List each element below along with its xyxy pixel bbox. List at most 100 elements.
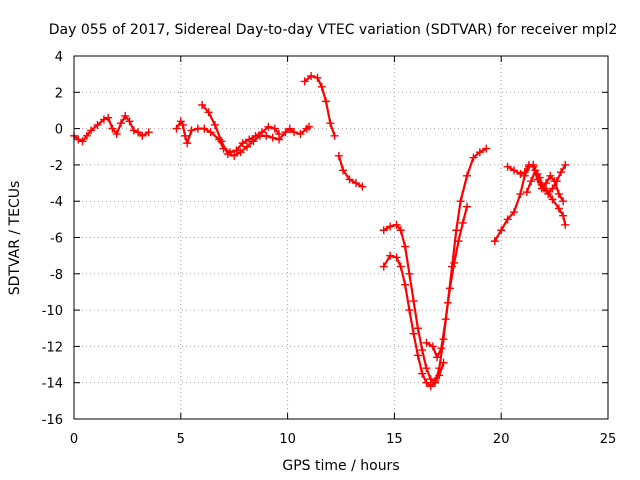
data-point — [450, 258, 459, 267]
data-point — [524, 160, 533, 169]
data-point — [401, 242, 410, 251]
data-point — [552, 177, 561, 186]
data-point — [392, 220, 401, 229]
data-point — [245, 135, 254, 144]
data-point — [93, 120, 102, 129]
data-point — [554, 204, 563, 213]
data-point — [497, 226, 506, 235]
data-point — [510, 208, 519, 217]
data-point — [458, 218, 467, 227]
data-point — [559, 211, 568, 220]
series-arc-6 — [379, 220, 448, 385]
data-point — [490, 237, 499, 246]
series-line — [201, 103, 311, 157]
data-point — [539, 184, 548, 193]
data-point — [546, 171, 555, 180]
chart-title: Day 055 of 2017, Sidereal Day-to-day VTE… — [49, 22, 618, 38]
data-point — [223, 150, 232, 159]
data-point — [108, 124, 117, 133]
data-point — [426, 375, 435, 384]
data-point — [433, 353, 442, 362]
data-point — [243, 142, 252, 151]
data-point — [426, 382, 435, 391]
y-tick-label: -8 — [50, 268, 63, 283]
axis-ticks — [73, 55, 609, 420]
series-arc-4 — [300, 71, 339, 140]
data-point — [178, 120, 187, 129]
data-point — [430, 378, 439, 387]
data-point — [401, 280, 410, 289]
data-point — [522, 188, 531, 197]
data-point — [236, 148, 245, 157]
data-point — [210, 120, 219, 129]
data-point — [396, 226, 405, 235]
data-point — [264, 122, 273, 131]
data-point — [198, 101, 207, 110]
data-point — [217, 137, 226, 146]
data-point — [520, 168, 529, 177]
data-point — [516, 189, 525, 198]
data-point — [181, 131, 190, 140]
data-point — [290, 128, 299, 137]
data-point — [409, 297, 418, 306]
data-point — [99, 115, 108, 124]
data-point — [230, 151, 239, 160]
data-point — [516, 169, 525, 178]
data-point — [561, 160, 570, 169]
data-point — [535, 173, 544, 182]
x-axis-label: GPS time / hours — [282, 458, 399, 474]
data-point — [405, 306, 414, 315]
data-point — [262, 131, 271, 140]
data-point — [200, 124, 209, 133]
tick-labels: 0 5 10 15 20 25 -16 -14 -12 -10 -8 -6 -4 -2 0 2 4 — [42, 50, 617, 447]
data-point — [409, 329, 418, 338]
data-point — [121, 111, 130, 120]
data-point — [249, 137, 258, 146]
y-tick-label: 0 — [55, 123, 63, 138]
data-point — [445, 284, 454, 293]
x-tick-label: 20 — [493, 432, 510, 447]
data-point — [475, 148, 484, 157]
data-point — [339, 166, 348, 175]
grid-lines — [74, 56, 608, 419]
data-point — [441, 315, 450, 324]
data-point — [313, 73, 322, 82]
data-point — [82, 131, 91, 140]
data-point — [304, 122, 313, 131]
data-point — [422, 338, 431, 347]
data-point — [204, 108, 213, 117]
y-tick-label: 4 — [55, 50, 63, 65]
data-point — [379, 226, 388, 235]
series-line — [382, 147, 488, 388]
data-point — [418, 346, 427, 355]
data-point — [172, 124, 181, 133]
data-point — [183, 139, 192, 148]
y-tick-label: -10 — [42, 304, 63, 319]
x-tick-label: 15 — [386, 432, 403, 447]
data-point — [456, 197, 465, 206]
data-point — [561, 220, 570, 229]
series-arc-9 — [490, 160, 570, 246]
data-point — [317, 82, 326, 91]
series-arc-8 — [422, 202, 472, 362]
y-tick-label: -12 — [42, 340, 63, 355]
data-point — [322, 97, 331, 106]
data-point — [405, 269, 414, 278]
data-point — [559, 197, 568, 206]
y-tick-label: -14 — [42, 377, 63, 392]
data-point — [307, 71, 316, 80]
data-point — [345, 175, 354, 184]
x-tick-label: 5 — [177, 432, 185, 447]
x-tick-label: 0 — [70, 432, 78, 447]
series-line — [337, 154, 364, 188]
data-point — [285, 124, 294, 133]
series-line — [493, 163, 567, 243]
data-point — [270, 124, 279, 133]
data-point — [125, 117, 134, 126]
series-arc-3 — [198, 101, 313, 160]
data-point — [104, 113, 113, 122]
data-point — [268, 133, 277, 142]
data-point — [503, 162, 512, 171]
data-point — [548, 195, 557, 204]
